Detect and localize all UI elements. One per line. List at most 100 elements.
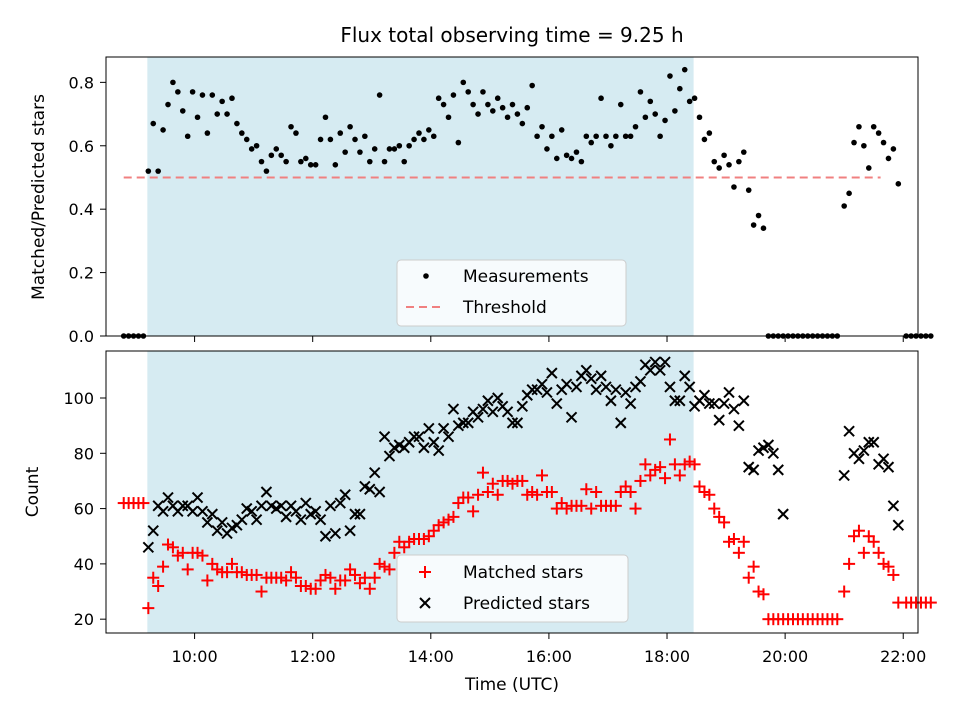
x-marker-b bbox=[738, 395, 750, 407]
x-marker-b bbox=[624, 397, 637, 410]
matched-star-point bbox=[472, 488, 485, 501]
predicted-star-point bbox=[605, 395, 617, 407]
matched-star-point bbox=[157, 560, 170, 573]
x-marker-b bbox=[334, 497, 346, 509]
measurement-point bbox=[189, 89, 196, 95]
measurement-point bbox=[421, 136, 427, 143]
measurement-point bbox=[755, 212, 762, 219]
predicted-star-point bbox=[516, 400, 529, 413]
x-marker-b bbox=[683, 381, 696, 393]
x-marker-b bbox=[442, 430, 455, 443]
x-marker-b bbox=[546, 367, 558, 379]
x-tick-label: 22:00 bbox=[880, 647, 926, 666]
predicted-star-point bbox=[570, 381, 583, 393]
bottom-panel: 20 40 60 80 100 10:00 12:00 14:00 16:00 18:00 20:… bbox=[23, 350, 937, 695]
predicted-star-point bbox=[595, 370, 607, 382]
x-marker-b bbox=[877, 453, 890, 465]
y-tick-label: 60 bbox=[74, 500, 94, 519]
matched-star-point bbox=[882, 560, 895, 573]
matched-star-point bbox=[545, 486, 558, 498]
x-marker-b bbox=[309, 505, 322, 518]
x-marker-b bbox=[378, 430, 391, 443]
x-marker-b bbox=[868, 436, 880, 448]
predicted-stars-legend-label: Predicted stars bbox=[463, 594, 590, 614]
predicted-star-point bbox=[368, 466, 381, 479]
x-marker-b bbox=[733, 419, 745, 432]
measurement-point bbox=[366, 158, 373, 165]
measurement-point bbox=[494, 95, 501, 102]
measurement-point bbox=[357, 149, 363, 155]
predicted-star-point bbox=[501, 406, 514, 418]
predicted-star-point bbox=[858, 444, 870, 457]
measurement-point bbox=[923, 333, 929, 339]
x-marker-b bbox=[260, 486, 273, 498]
x-marker-b bbox=[142, 541, 155, 554]
matched-star-point bbox=[476, 466, 489, 479]
x-marker-b bbox=[290, 505, 302, 518]
x-marker-b bbox=[590, 383, 602, 396]
predicted-star-point bbox=[747, 464, 760, 476]
measurement-point bbox=[278, 152, 284, 159]
x-marker-b bbox=[432, 444, 445, 457]
x-marker-b bbox=[314, 513, 327, 526]
predicted-star-point bbox=[428, 436, 440, 448]
matched-star-point bbox=[137, 497, 150, 510]
predicted-star-point bbox=[309, 505, 322, 518]
measurement-point bbox=[219, 98, 225, 105]
x-marker-b bbox=[605, 395, 617, 407]
predicted-star-point bbox=[447, 403, 460, 415]
predicted-star-point bbox=[329, 527, 342, 540]
predicted-star-point bbox=[245, 505, 258, 518]
matched-star-point bbox=[872, 546, 885, 559]
measurement-point bbox=[890, 146, 897, 152]
threshold-legend-label: Threshold bbox=[462, 298, 547, 318]
measurement-point bbox=[696, 114, 703, 121]
x-marker-b bbox=[419, 597, 431, 609]
matched-star-point bbox=[339, 574, 352, 587]
measurement-point bbox=[603, 133, 609, 140]
measurement-point bbox=[401, 158, 408, 165]
measurement-point bbox=[657, 133, 663, 140]
x-marker-b bbox=[250, 513, 263, 526]
bottom-x-axis: 10:00 12:00 14:00 16:00 18:00 20:00 22:00 bbox=[172, 633, 926, 666]
matched-star-point bbox=[388, 546, 401, 559]
predicted-star-point bbox=[698, 389, 711, 401]
matched-star-point bbox=[867, 535, 880, 548]
predicted-star-point bbox=[551, 397, 563, 410]
measurement-point bbox=[327, 136, 334, 143]
predicted-star-point bbox=[728, 403, 740, 415]
x-marker-b bbox=[467, 406, 479, 418]
predicted-star-point bbox=[777, 508, 789, 520]
predicted-star-point bbox=[674, 395, 686, 407]
predicted-star-point bbox=[838, 469, 850, 482]
predicted-star-point bbox=[423, 422, 435, 435]
x-marker-b bbox=[743, 461, 755, 473]
matched-star-point bbox=[887, 568, 900, 581]
x-marker-b bbox=[177, 500, 189, 512]
x-marker-b bbox=[201, 516, 214, 529]
matched-star-point bbox=[329, 582, 342, 595]
measurement-point bbox=[248, 146, 255, 152]
x-marker-b bbox=[551, 397, 563, 410]
measurement-point bbox=[184, 133, 191, 140]
x-marker-b bbox=[853, 453, 865, 465]
x-marker-b bbox=[664, 381, 676, 393]
measurement-point bbox=[568, 155, 575, 162]
measurement-point bbox=[362, 133, 368, 140]
predicted-star-point bbox=[432, 444, 445, 457]
x-marker-b bbox=[536, 378, 548, 390]
predicted-star-point bbox=[275, 500, 287, 512]
x-marker-b bbox=[580, 364, 593, 377]
matched-star-point bbox=[536, 469, 549, 482]
measurement-point bbox=[465, 89, 472, 95]
x-marker-b bbox=[162, 491, 174, 504]
x-tick-label: 14:00 bbox=[408, 647, 454, 666]
measurement-point bbox=[155, 168, 161, 174]
measurement-point bbox=[509, 101, 516, 108]
measurement-point bbox=[460, 79, 467, 86]
matched-star-point bbox=[688, 458, 701, 471]
matched-star-point bbox=[467, 505, 480, 518]
matched-star-point bbox=[447, 510, 460, 523]
predicted-star-point bbox=[413, 430, 425, 443]
matched-star-point bbox=[255, 585, 268, 598]
